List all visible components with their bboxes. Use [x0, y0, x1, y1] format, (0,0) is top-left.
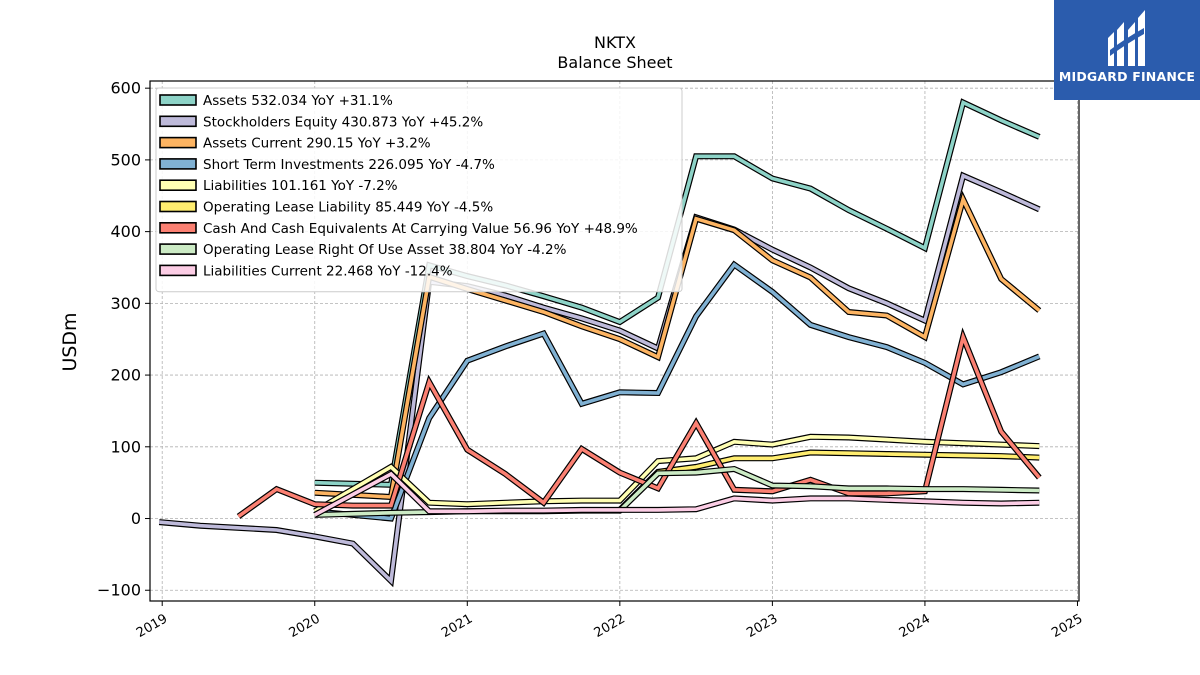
- legend-swatch: [159, 158, 197, 170]
- y-tick-label: 100: [110, 437, 141, 456]
- series-line: [618, 450, 1040, 512]
- legend-swatch: [159, 115, 197, 128]
- legend-entry: Short Term Investments 226.095 YoY -4.7%: [203, 157, 495, 173]
- legend-box: [155, 87, 683, 293]
- series-4: [313, 433, 1040, 514]
- legend: Assets 532.034 YoY +31.1% Stockholders Eq…: [155, 87, 683, 293]
- legend-entry: Operating Lease Liability 85.449 YoY -4.…: [203, 200, 493, 216]
- y-tick-label: 300: [110, 294, 141, 313]
- y-tick-label: 600: [110, 79, 141, 98]
- y-tick-label: 0: [131, 509, 141, 528]
- legend-entry: Stockholders Equity 430.873 YoY +45.2%: [203, 114, 483, 130]
- y-tick-label: 500: [110, 150, 141, 169]
- legend-swatch: [159, 200, 197, 213]
- chart-title: NKTX: [594, 33, 636, 52]
- midgard-logo-mark-icon: [1108, 10, 1145, 66]
- series-layer: [158, 98, 1042, 588]
- series-line: [237, 331, 1041, 518]
- legend-entry: Liabilities Current 22.468 YoY -12.4%: [203, 263, 453, 279]
- midgard-finance-logo: MIDGARD FINANCE: [1054, 0, 1200, 100]
- chart-subtitle: Balance Sheet: [557, 53, 672, 72]
- logo-text: MIDGARD FINANCE: [1058, 69, 1196, 84]
- legend-swatch: [159, 94, 197, 106]
- plot-frame: [149, 80, 1080, 602]
- y-tick-label: 400: [110, 222, 141, 241]
- legend-entry: Cash And Cash Equivalents At Carrying Va…: [203, 221, 638, 237]
- series-line: [314, 262, 1040, 521]
- series-1: [158, 171, 1041, 588]
- legend-entry: Liabilities 101.161 YoY -7.2%: [203, 178, 398, 194]
- legend-entry: Assets Current 290.15 YoY +3.2%: [203, 136, 431, 152]
- legend-swatch: [159, 179, 197, 191]
- legend-entry: Operating Lease Right Of Use Asset 38.80…: [203, 242, 567, 258]
- legend-entry: Assets 532.034 YoY +31.1%: [203, 93, 393, 109]
- y-tick-label: −100: [97, 581, 141, 600]
- y-tick-label: 200: [110, 366, 141, 385]
- legend-swatch: [159, 136, 197, 149]
- series-5: [617, 449, 1040, 513]
- y-axis-label: USDm: [59, 312, 81, 371]
- series-8: [313, 470, 1040, 518]
- legend-swatch: [159, 243, 197, 255]
- series-line: [313, 471, 1040, 517]
- series-line: [313, 434, 1040, 513]
- series-line: [159, 173, 1041, 585]
- y-axis: −100 0 100 200 300 400 500 600: [97, 79, 150, 600]
- series-3: [314, 260, 1041, 522]
- legend-swatch: [159, 222, 197, 234]
- series-6: [236, 327, 1042, 519]
- legend-swatch: [159, 264, 197, 277]
